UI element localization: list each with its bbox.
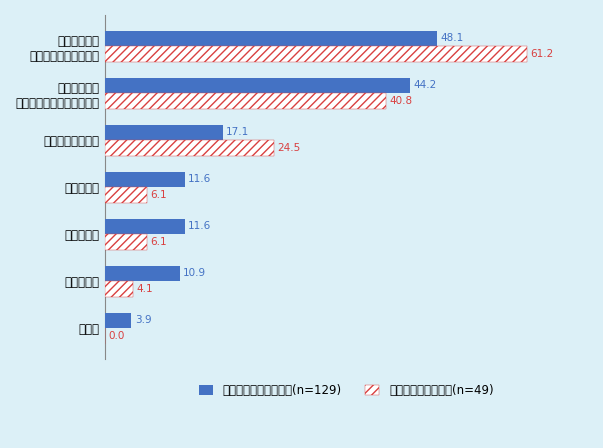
Bar xyxy=(104,46,527,62)
Text: 10.9: 10.9 xyxy=(183,268,206,278)
Text: 40.8: 40.8 xyxy=(390,96,413,106)
Bar xyxy=(104,187,147,202)
Bar xyxy=(104,78,410,93)
Legend: マイナスの影響がある(n=129), プラスの影響がある(n=49): マイナスの影響がある(n=129), プラスの影響がある(n=49) xyxy=(194,379,498,401)
Bar xyxy=(104,30,437,46)
Bar xyxy=(104,234,147,250)
Text: 6.1: 6.1 xyxy=(150,237,167,247)
Text: 61.2: 61.2 xyxy=(531,49,554,59)
Bar xyxy=(104,266,180,281)
Bar xyxy=(104,93,387,109)
Text: 4.1: 4.1 xyxy=(136,284,153,294)
Text: 6.1: 6.1 xyxy=(150,190,167,200)
Text: 24.5: 24.5 xyxy=(277,143,300,153)
Bar xyxy=(104,172,185,187)
Text: 11.6: 11.6 xyxy=(188,221,212,231)
Text: 3.9: 3.9 xyxy=(135,315,151,325)
Bar xyxy=(104,125,223,140)
Bar xyxy=(104,281,133,297)
Bar xyxy=(104,313,131,328)
Text: 17.1: 17.1 xyxy=(226,127,250,138)
Text: 0.0: 0.0 xyxy=(108,331,124,341)
Text: 11.6: 11.6 xyxy=(188,174,212,185)
Bar xyxy=(104,140,274,155)
Text: 48.1: 48.1 xyxy=(440,34,464,43)
Text: 44.2: 44.2 xyxy=(413,80,437,90)
Bar xyxy=(104,219,185,234)
